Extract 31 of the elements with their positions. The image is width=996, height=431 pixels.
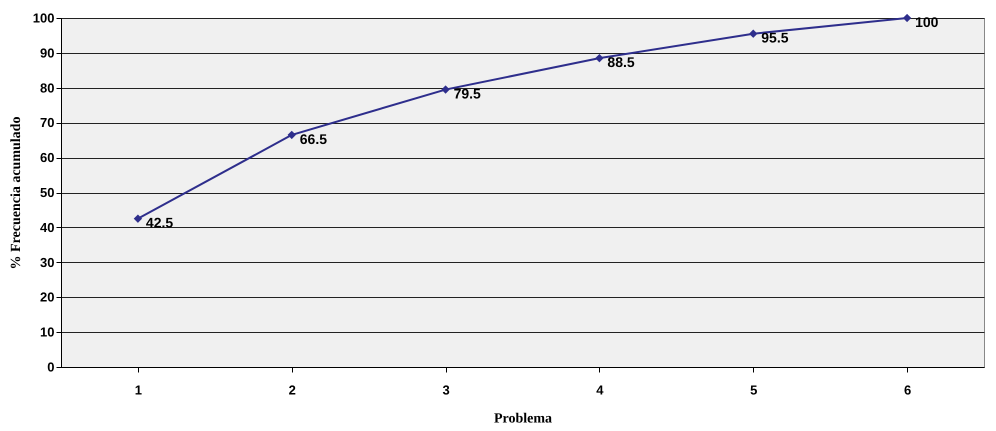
point xyxy=(288,130,296,140)
y-axis-title: % Frecuencia acumulado xyxy=(8,116,24,270)
y-tick-label: 100 xyxy=(32,10,54,26)
x-tick-label: 1 xyxy=(134,382,142,398)
y-tick-label: 70 xyxy=(40,115,54,130)
x-tick-label: 2 xyxy=(288,382,296,398)
y-tick-label: 20 xyxy=(40,290,54,305)
x-tick-label: 5 xyxy=(750,382,758,398)
data-label: 100 xyxy=(915,14,939,30)
x-tick-label: 6 xyxy=(904,382,912,398)
point xyxy=(749,30,758,38)
point xyxy=(595,54,604,62)
point xyxy=(441,85,450,94)
x-tick-label: 4 xyxy=(596,382,604,398)
y-tick-label: 60 xyxy=(40,150,54,166)
data-label: 66.5 xyxy=(300,130,328,147)
x-tick-label: 3 xyxy=(442,382,450,398)
data-label: 95.5 xyxy=(761,30,789,46)
data-label: 42.5 xyxy=(146,214,174,231)
data-label: 88.5 xyxy=(607,54,635,70)
y-tick-label: 80 xyxy=(40,80,54,96)
y-tick-label: 40 xyxy=(40,220,54,235)
y-tick-label: 10 xyxy=(40,324,54,340)
point xyxy=(902,14,912,22)
point xyxy=(134,214,142,223)
x-axis-title: Problema xyxy=(494,412,552,426)
y-tick-label: 0 xyxy=(47,360,54,374)
y-tick-label: 50 xyxy=(40,185,54,200)
data-label: 79.5 xyxy=(454,86,482,102)
y-tick-label: 90 xyxy=(40,45,54,60)
y-tick-label: 30 xyxy=(40,254,54,270)
